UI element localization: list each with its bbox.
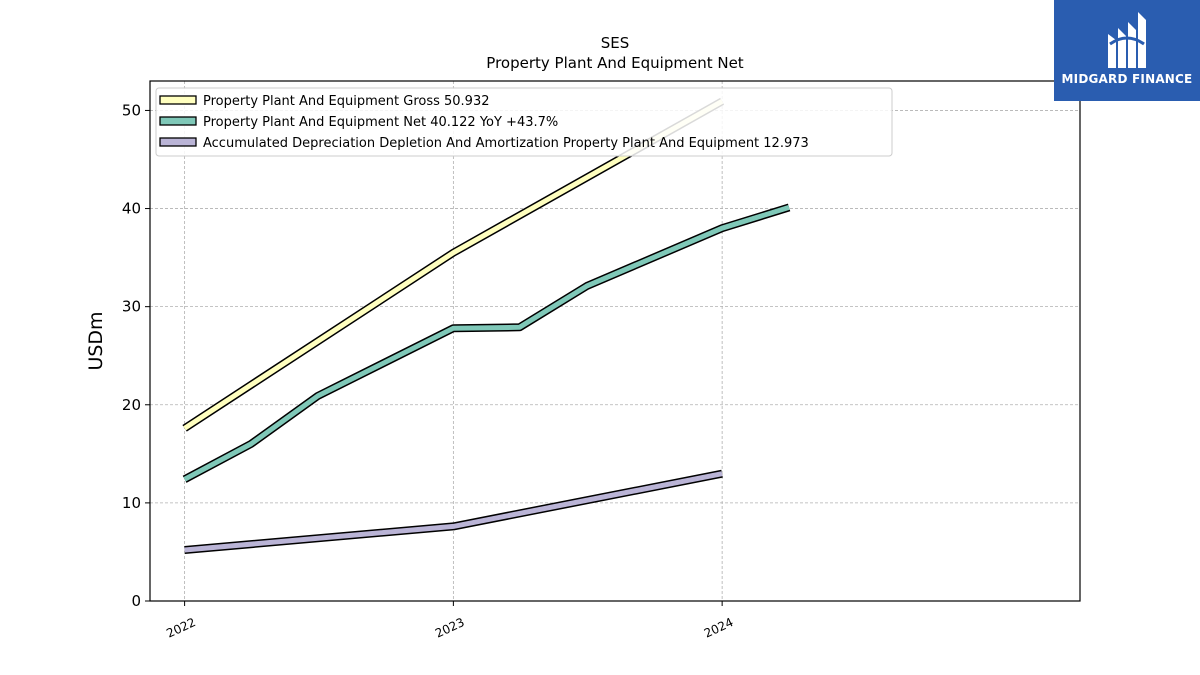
legend-label: Property Plant And Equipment Gross 50.93…	[203, 94, 490, 109]
midgard-logo-icon	[1108, 12, 1146, 68]
legend-label: Property Plant And Equipment Net 40.122 …	[203, 115, 558, 130]
legend-swatch	[159, 137, 197, 147]
series-lines	[182, 97, 791, 554]
y-tick-label: 20	[122, 396, 141, 414]
logo-text: MIDGARD FINANCE	[1061, 72, 1193, 86]
x-tick-label: 2024	[702, 615, 736, 641]
y-tick-label: 10	[122, 494, 141, 512]
x-axis: 2022 2023 2024	[164, 601, 735, 641]
x-tick-label: 2023	[433, 615, 467, 641]
legend-swatch	[159, 116, 197, 126]
logo: MIDGARD FINANCE	[1054, 0, 1200, 101]
legend-box	[155, 87, 893, 157]
chart-subtitle: Property Plant And Equipment Net	[486, 54, 743, 72]
series-2-line	[184, 471, 723, 553]
y-axis: 0 10 20 30 40 50	[122, 101, 150, 610]
legend-label: Accumulated Depreciation Depletion And A…	[203, 136, 809, 151]
series-1-line	[183, 205, 790, 482]
y-tick-label: 0	[131, 592, 141, 610]
chart-title: SES	[601, 34, 630, 52]
y-axis-label: USDm	[85, 311, 107, 370]
y-tick-label: 40	[122, 200, 141, 218]
series-1-outline	[182, 203, 791, 483]
legend: Property Plant And Equipment Gross 50.93…	[155, 87, 893, 157]
y-tick-label: 30	[122, 298, 141, 316]
y-tick-label: 50	[122, 101, 141, 119]
x-tick-label: 2022	[164, 615, 198, 641]
plot-frame	[149, 80, 1081, 602]
legend-swatch	[159, 95, 197, 105]
